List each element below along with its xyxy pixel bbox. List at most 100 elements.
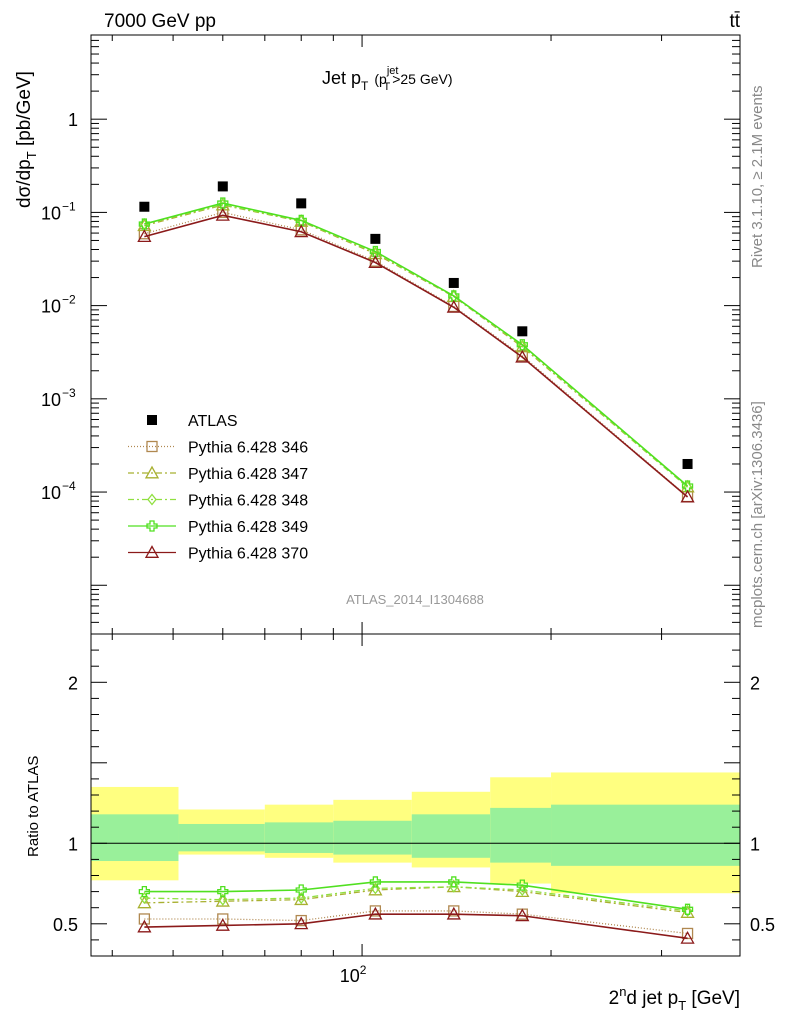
ratio-series-point-0 <box>369 905 382 917</box>
ratio-plot: 102 0.5 0.5 1 1 2 2 <box>53 633 775 986</box>
ratio-series-point-3 <box>516 879 528 891</box>
main-y-tick-label-exp: −4 <box>62 479 76 493</box>
main-series-line-3 <box>144 202 689 487</box>
process-label: tt̄ <box>729 11 740 32</box>
legend-marker-3 <box>146 520 158 532</box>
data-point <box>682 458 693 469</box>
data-point <box>139 201 150 212</box>
main-series-point-3 <box>138 218 151 230</box>
ratio-y-tick-label-right: 1 <box>750 834 760 854</box>
ratio-y-tick-label: 1 <box>68 834 78 854</box>
ratio-series-point-4 <box>446 906 461 920</box>
data-point <box>517 326 528 337</box>
ratio-series-point-0 <box>681 927 694 940</box>
stat-band-6 <box>551 804 740 866</box>
main-series-point-4 <box>368 255 383 268</box>
main-series-point-4 <box>137 229 152 243</box>
ratio-y-tick-label-right: 0.5 <box>750 915 775 935</box>
stat-band-5 <box>490 807 552 863</box>
main-series-point-3 <box>369 245 382 258</box>
ratio-series-line-3 <box>144 881 688 911</box>
legend-marker-1 <box>144 465 160 479</box>
energy-label: 7000 GeV pp <box>104 11 216 32</box>
main-series-line-4 <box>144 214 689 498</box>
ratio-series-point-0 <box>448 905 460 917</box>
main-series-point-4 <box>515 349 530 363</box>
ratio-series-point-4 <box>215 918 230 931</box>
x-axis-label: 2nd jet pT [GeV] <box>609 984 740 1013</box>
main-series-line-1 <box>144 204 688 488</box>
main-series-point-4 <box>680 489 695 503</box>
stat-band-2 <box>264 822 334 853</box>
ratio-series-point-2 <box>139 891 150 905</box>
rivet-label: Rivet 3.1.10, ≥ 2.1M events <box>749 86 766 269</box>
main-series-line-0 <box>144 211 688 498</box>
ratio-series-point-4 <box>515 908 530 922</box>
ratio-series-point-0 <box>295 914 307 927</box>
main-y-tick-label: 10 <box>41 203 61 223</box>
ratio-series-point-2 <box>217 893 228 906</box>
x-tick-label-exp: 2 <box>360 963 367 977</box>
main-series-line-2 <box>144 204 688 488</box>
stat-band-1 <box>178 823 265 852</box>
ratio-series-point-2 <box>448 880 459 893</box>
main-y-tick-label-exp: −3 <box>62 386 76 400</box>
main-series-point-3 <box>448 290 460 302</box>
ratio-series-point-3 <box>369 876 382 888</box>
main-y-tick-label: 10 <box>41 483 61 503</box>
ratio-series-point-0 <box>138 913 151 925</box>
legend-marker-2 <box>147 493 157 506</box>
ratio-series-point-3 <box>217 885 229 898</box>
main-y-tick-label: 10 <box>41 390 61 410</box>
ratio-series-point-2 <box>296 891 307 905</box>
ratio-series-point-2 <box>370 882 381 895</box>
legend-label-1: Pythia 6.428 347 <box>188 466 308 483</box>
legend: ATLAS Pythia 6.428 346 Pythia 6.428 347 Pyt… <box>128 413 308 563</box>
stat-band-3 <box>333 820 412 855</box>
legend-label-3: Pythia 6.428 349 <box>188 519 308 536</box>
x-tick-label: 102 <box>340 963 367 986</box>
ratio-series-line-4 <box>144 913 688 940</box>
legend-label-0: Pythia 6.428 346 <box>188 440 308 457</box>
legend-marker-4 <box>144 545 160 558</box>
legend-label-4: Pythia 6.428 370 <box>188 546 308 563</box>
main-series-point-4 <box>294 224 309 238</box>
main-y-tick-label: 10 <box>41 297 61 317</box>
legend-label-data: ATLAS <box>188 413 238 430</box>
main-frame <box>90 34 741 635</box>
ratio-series-point-4 <box>368 906 383 920</box>
main-series-point-3 <box>217 197 229 209</box>
ratio-series-point-1 <box>137 895 152 909</box>
main-series-point-3 <box>295 214 307 227</box>
main-series-point-4 <box>446 299 461 313</box>
main-series-point-3 <box>681 480 694 492</box>
stat-band-4 <box>411 814 491 858</box>
main-series-point-3 <box>516 339 528 351</box>
stat-band-0 <box>91 814 179 862</box>
main-series-point-4 <box>215 207 230 221</box>
data-point <box>448 277 459 288</box>
main-y-tick-label-exp: −2 <box>62 293 76 307</box>
data-point <box>370 233 381 244</box>
main-y-tick-label: 1 <box>68 110 78 130</box>
ratio-series-point-0 <box>217 913 229 925</box>
ratio-series-point-4 <box>680 930 695 944</box>
legend-marker-0 <box>146 440 158 453</box>
ratio-y-tick-label: 0.5 <box>53 915 78 935</box>
ratio-y-label: Ratio to ATLAS <box>25 756 42 857</box>
ratio-series-point-4 <box>294 916 309 930</box>
ratio-series-point-2 <box>517 883 528 897</box>
legend-label-2: Pythia 6.428 348 <box>188 493 308 510</box>
ratio-series-point-4 <box>137 919 152 933</box>
mcplots-label: mcplots.cern.ch [arXiv:1306.3436] <box>749 401 766 628</box>
ratio-y-tick-label-right: 2 <box>750 673 760 693</box>
ratio-series-point-3 <box>448 876 460 888</box>
data-point <box>217 181 228 192</box>
ratio-series-line-1 <box>144 886 688 914</box>
legend-marker-data <box>147 415 157 425</box>
main-title: Jet pT (pjet T >25 GeV) <box>322 65 453 93</box>
main-y-tick-label-exp: −1 <box>62 199 76 213</box>
ratio-series-point-3 <box>295 884 307 896</box>
